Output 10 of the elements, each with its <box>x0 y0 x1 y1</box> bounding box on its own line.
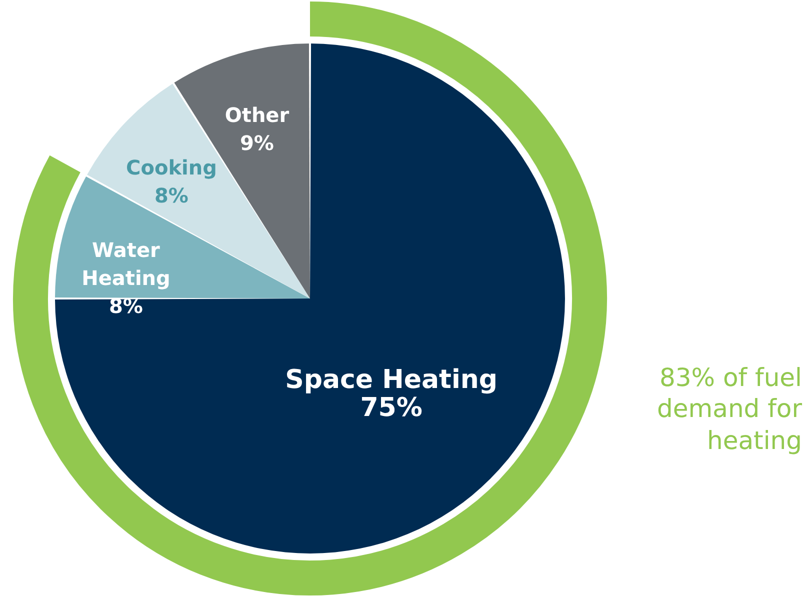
data-label: 8% <box>154 183 188 208</box>
slice-label: Water Heating <box>82 238 170 290</box>
text: 83% of fuel demand for heating <box>656 362 802 456</box>
slice-label: Other <box>224 103 290 128</box>
pie-slice <box>55 44 565 554</box>
slice-label: Space Heating <box>285 364 498 395</box>
data-label: 75% <box>360 392 422 423</box>
slice-label: Cooking <box>126 155 217 180</box>
data-label: 8% <box>108 294 143 318</box>
data-label: 9% <box>240 131 274 156</box>
